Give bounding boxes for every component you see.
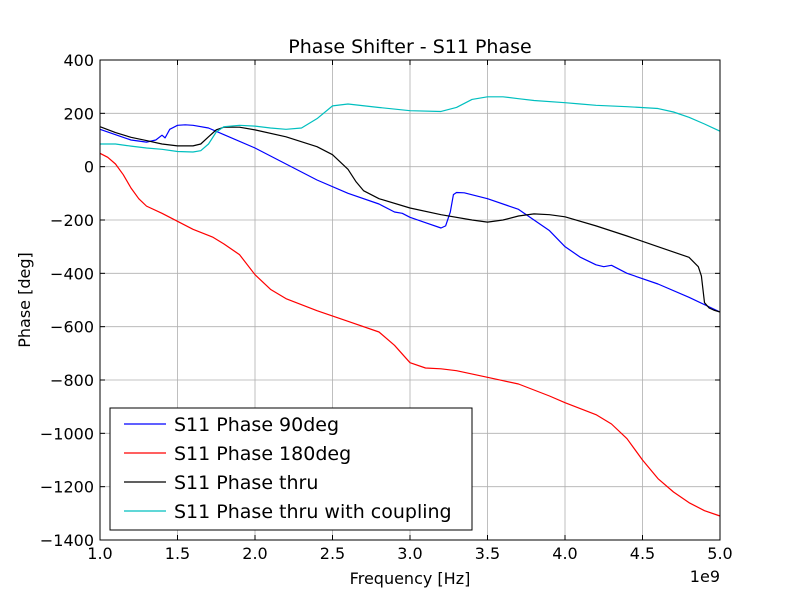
legend-label-2: S11 Phase thru <box>174 472 318 494</box>
x-tick-label: 4.5 <box>630 544 655 563</box>
y-tick-label: −400 <box>50 264 94 283</box>
series-line-0 <box>99 124 721 313</box>
x-tick-label: 4.0 <box>552 544 577 563</box>
legend: S11 Phase 90deg S11 Phase 180deg S11 Phase… <box>109 407 473 531</box>
chart-title: Phase Shifter - S11 Phase <box>288 36 531 58</box>
legend-label-0: S11 Phase 90deg <box>174 414 339 436</box>
x-tick-label: 5.0 <box>707 544 732 563</box>
legend-frame <box>109 407 473 531</box>
x-tick-label: 3.0 <box>397 544 422 563</box>
y-tick-label: −800 <box>50 371 94 390</box>
series-lines <box>99 96 721 517</box>
y-tick-label: −600 <box>50 318 94 337</box>
x-axis-offset-label: 1e9 <box>690 567 720 586</box>
y-axis-label: Phase [deg] <box>15 252 34 348</box>
axis-ticks: 1.0 1.5 2.0 2.5 3.0 3.5 4.0 4.5 5.0 400 200 0 −200 −4… <box>40 51 733 563</box>
legend-label-1: S11 Phase 180deg <box>174 443 351 465</box>
y-tick-label: −1200 <box>40 478 94 497</box>
x-tick-label: 2.0 <box>242 544 267 563</box>
y-tick-label: 0 <box>84 158 94 177</box>
x-tick-label: 2.5 <box>320 544 345 563</box>
x-tick-label: 1.0 <box>87 544 112 563</box>
y-tick-label: −1000 <box>40 424 94 443</box>
y-tick-label: 200 <box>63 104 94 123</box>
y-tick-label: 400 <box>63 51 94 70</box>
y-tick-label: −200 <box>50 211 94 230</box>
x-tick-label: 3.5 <box>475 544 500 563</box>
series-line-1 <box>99 152 721 517</box>
series-line-2 <box>99 126 721 313</box>
x-tick-label: 1.5 <box>165 544 190 563</box>
y-tick-label: −1400 <box>40 531 94 550</box>
series-line-3 <box>100 96 721 153</box>
x-axis-label: Frequency [Hz] <box>350 569 471 588</box>
legend-label-3: S11 Phase thru with coupling <box>174 501 452 523</box>
